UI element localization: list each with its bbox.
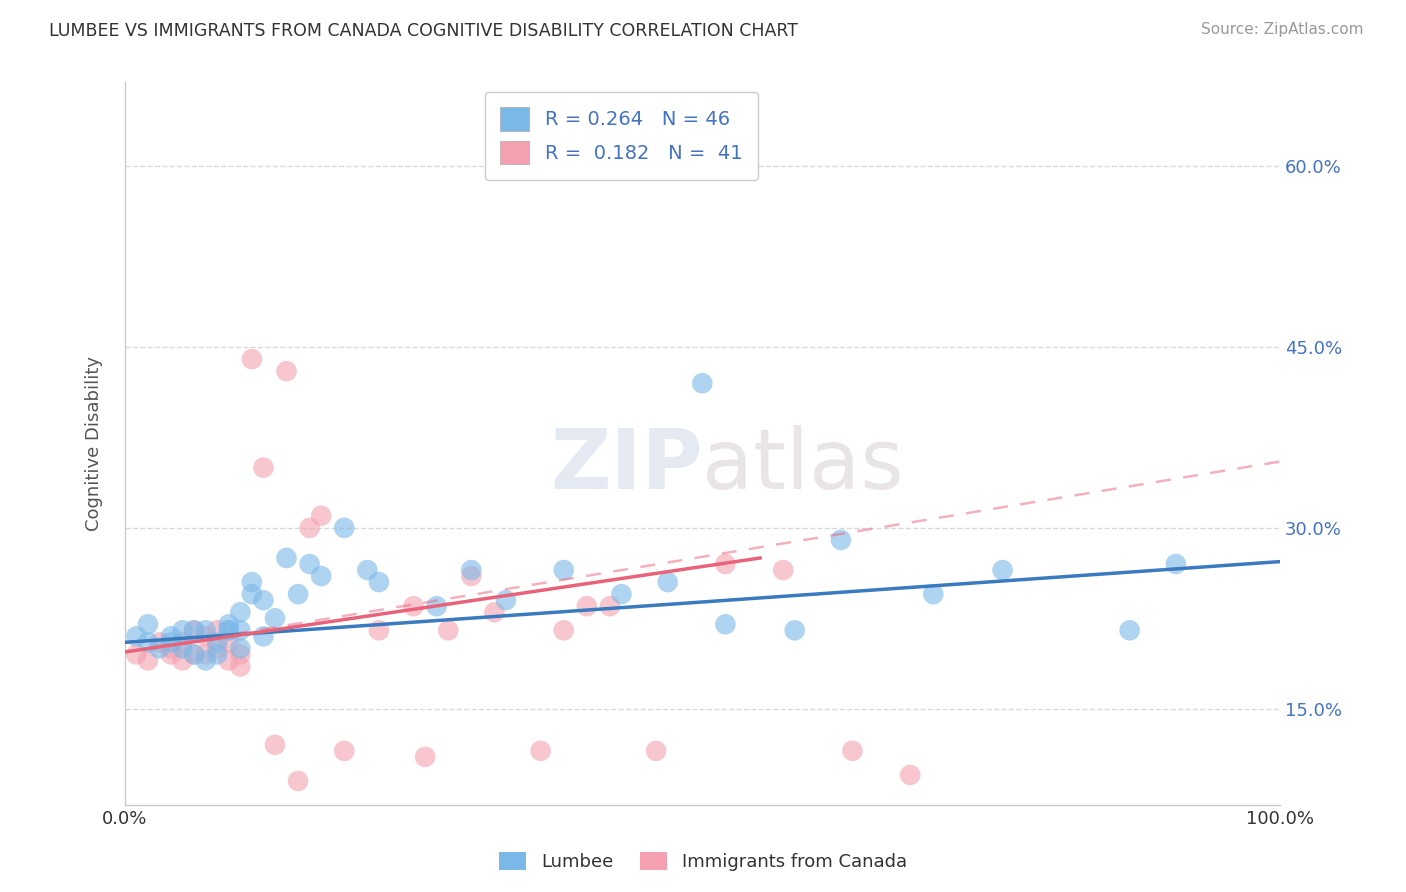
Point [530, 744, 553, 758]
Point [229, 641, 252, 656]
Point [136, 635, 159, 649]
Point [252, 593, 274, 607]
Point [240, 587, 263, 601]
Point [575, 599, 598, 614]
Point [668, 147, 690, 161]
Point [252, 460, 274, 475]
Point [205, 648, 228, 662]
Point [160, 629, 183, 643]
Point [830, 533, 852, 547]
Legend: R = 0.264   N = 46, R =  0.182   N =  41: R = 0.264 N = 46, R = 0.182 N = 41 [485, 92, 758, 180]
Point [1118, 624, 1140, 638]
Point [610, 587, 633, 601]
Point [922, 587, 945, 601]
Point [218, 653, 240, 667]
Point [426, 599, 449, 614]
Point [218, 617, 240, 632]
Point [205, 635, 228, 649]
Point [437, 624, 460, 638]
Point [218, 624, 240, 638]
Point [205, 624, 228, 638]
Point [136, 617, 159, 632]
Text: LUMBEE VS IMMIGRANTS FROM CANADA COGNITIVE DISABILITY CORRELATION CHART: LUMBEE VS IMMIGRANTS FROM CANADA COGNITI… [49, 22, 799, 40]
Point [692, 376, 714, 391]
Point [772, 563, 794, 577]
Point [240, 352, 263, 367]
Point [218, 635, 240, 649]
Point [460, 563, 482, 577]
Point [356, 563, 378, 577]
Point [276, 551, 298, 566]
Point [229, 605, 252, 619]
Point [240, 575, 263, 590]
Text: Source: ZipAtlas.com: Source: ZipAtlas.com [1201, 22, 1364, 37]
Point [264, 611, 287, 625]
Point [194, 648, 217, 662]
Point [287, 774, 309, 789]
Point [402, 599, 425, 614]
Point [172, 653, 194, 667]
Point [553, 624, 575, 638]
Legend: Lumbee, Immigrants from Canada: Lumbee, Immigrants from Canada [492, 845, 914, 879]
Point [645, 744, 668, 758]
Point [160, 641, 183, 656]
Point [413, 750, 436, 764]
Text: atlas: atlas [703, 425, 904, 506]
Point [136, 653, 159, 667]
Point [714, 557, 737, 571]
Point [368, 575, 391, 590]
Point [333, 521, 356, 535]
Point [898, 768, 921, 782]
Point [183, 624, 205, 638]
Point [172, 624, 194, 638]
Point [172, 635, 194, 649]
Point [599, 599, 621, 614]
Point [194, 624, 217, 638]
Point [183, 648, 205, 662]
Y-axis label: Cognitive Disability: Cognitive Disability [86, 356, 103, 531]
Point [125, 629, 148, 643]
Point [368, 624, 391, 638]
Point [148, 641, 170, 656]
Point [183, 648, 205, 662]
Point [333, 744, 356, 758]
Point [218, 624, 240, 638]
Point [287, 587, 309, 601]
Point [309, 508, 332, 523]
Point [309, 569, 332, 583]
Point [264, 738, 287, 752]
Point [252, 629, 274, 643]
Point [991, 563, 1014, 577]
Point [298, 557, 321, 571]
Point [125, 648, 148, 662]
Text: ZIP: ZIP [550, 425, 703, 506]
Point [1164, 557, 1187, 571]
Point [160, 635, 183, 649]
Point [160, 648, 183, 662]
Point [194, 629, 217, 643]
Point [714, 617, 737, 632]
Point [276, 364, 298, 378]
Point [183, 624, 205, 638]
Point [783, 624, 806, 638]
Point [484, 605, 506, 619]
Point [205, 641, 228, 656]
Point [841, 744, 863, 758]
Point [460, 569, 482, 583]
Point [229, 659, 252, 673]
Point [657, 575, 679, 590]
Point [298, 521, 321, 535]
Point [229, 648, 252, 662]
Point [495, 593, 517, 607]
Point [553, 563, 575, 577]
Point [194, 653, 217, 667]
Point [148, 635, 170, 649]
Point [229, 624, 252, 638]
Point [172, 641, 194, 656]
